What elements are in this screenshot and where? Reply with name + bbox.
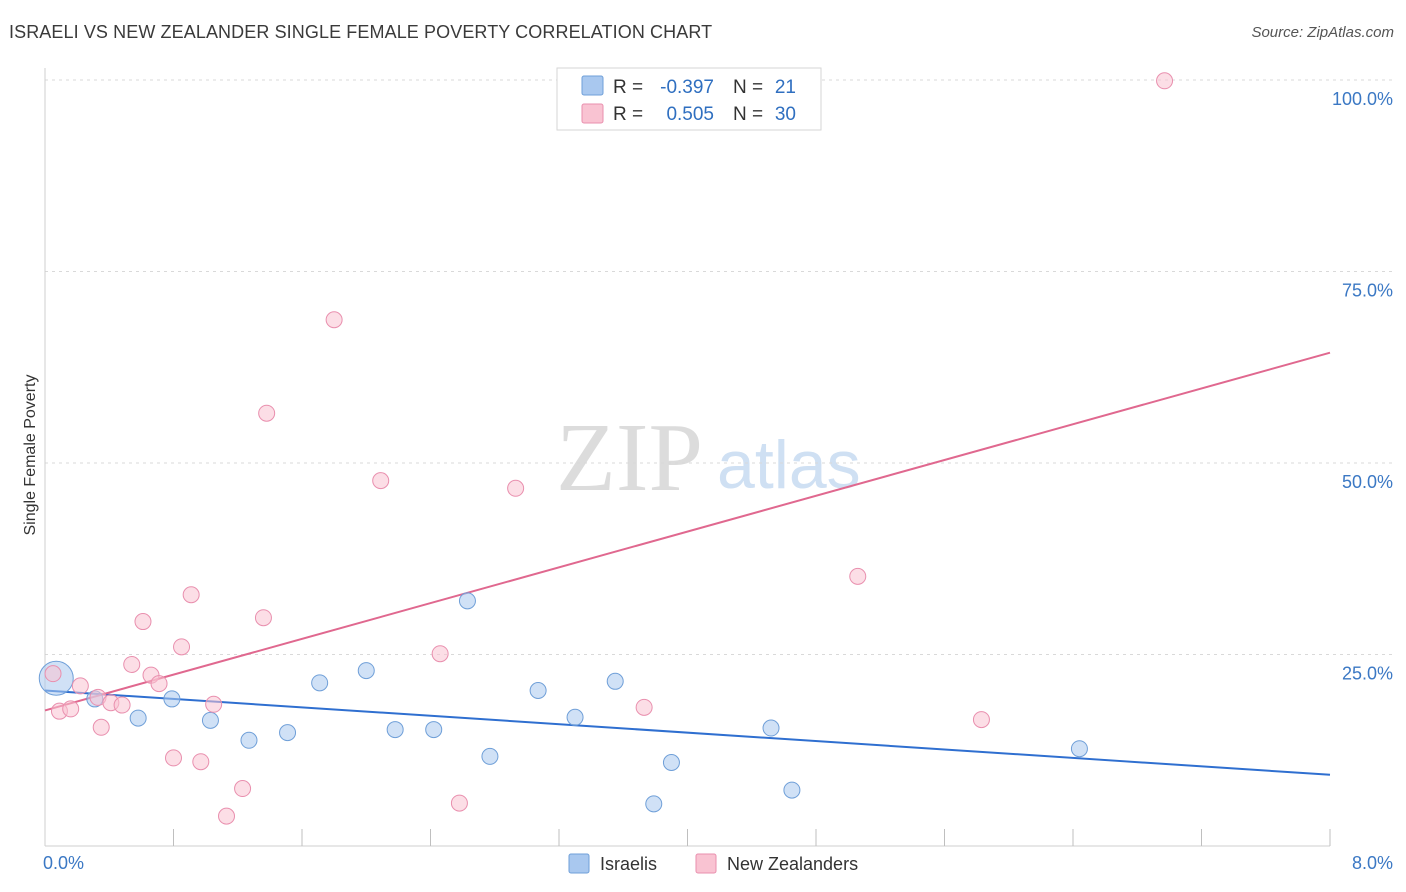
point-israelis	[201, 711, 219, 729]
point-new-zealanders	[234, 780, 252, 798]
series-legend-label-new-zealanders: New Zealanders	[727, 854, 858, 874]
point-israelis	[606, 672, 624, 690]
legend-n-label-israelis: N =	[733, 77, 763, 98]
point-new-zealanders	[62, 700, 80, 718]
legend-r-label-new-zealanders: R =	[613, 104, 643, 125]
trend-line-israelis	[44, 689, 1331, 776]
point-new-zealanders	[192, 753, 210, 771]
legend-n-value-new-zealanders: 30	[775, 104, 796, 125]
point-new-zealanders	[134, 613, 152, 631]
point-new-zealanders	[123, 655, 141, 673]
point-israelis	[1070, 740, 1088, 758]
point-israelis	[783, 781, 801, 799]
y-tick-label: 75.0%	[1342, 281, 1393, 301]
point-israelis	[357, 662, 375, 680]
legend-n-label-new-zealanders: N =	[733, 104, 763, 125]
point-israelis	[240, 731, 258, 749]
point-israelis	[481, 747, 499, 765]
point-new-zealanders	[258, 404, 276, 422]
legend-r-label-israelis: R =	[613, 77, 643, 98]
point-israelis	[566, 708, 584, 726]
trend-lines	[44, 351, 1331, 776]
x-tick-label: 0.0%	[43, 853, 84, 873]
point-new-zealanders	[849, 567, 867, 585]
point-new-zealanders	[182, 586, 200, 604]
point-new-zealanders	[205, 695, 223, 713]
point-new-zealanders	[450, 794, 468, 812]
legend-n-value-israelis: 21	[775, 77, 796, 98]
point-israelis	[279, 724, 297, 742]
point-new-zealanders	[254, 609, 272, 627]
point-israelis	[458, 592, 476, 610]
point-new-zealanders	[44, 665, 62, 683]
data-points	[38, 72, 1174, 825]
y-tick-label: 25.0%	[1342, 664, 1393, 684]
point-new-zealanders	[165, 749, 182, 767]
series-legend-swatch-new-zealanders	[695, 853, 717, 874]
correlation-legend: R = -0.397 N = 21 R = 0.505 N = 30	[556, 67, 822, 131]
point-israelis	[762, 719, 780, 737]
point-israelis	[163, 690, 181, 708]
point-new-zealanders	[92, 718, 110, 736]
point-israelis	[129, 709, 147, 727]
point-israelis	[425, 721, 443, 739]
y-tick-label: 50.0%	[1342, 472, 1393, 492]
legend-swatch-israelis	[581, 75, 604, 96]
point-new-zealanders	[218, 807, 236, 825]
trend-line-new-zealanders	[44, 351, 1331, 712]
point-israelis	[662, 754, 680, 772]
point-new-zealanders	[150, 675, 168, 693]
point-new-zealanders	[1156, 72, 1174, 90]
point-israelis	[645, 795, 663, 813]
point-new-zealanders	[431, 645, 449, 663]
point-new-zealanders	[372, 472, 390, 490]
source-credit: Source: ZipAtlas.com	[1251, 24, 1394, 41]
series-legend: Israelis New Zealanders	[568, 853, 858, 874]
tick-labels: 25.0% 50.0% 75.0% 100.0% 0.0% 8.0%	[43, 89, 1393, 873]
point-new-zealanders	[507, 479, 525, 497]
y-axis-label: Single Female Poverty	[22, 375, 39, 536]
point-new-zealanders	[113, 696, 131, 714]
point-israelis	[386, 721, 404, 739]
chart-title: ISRAELI VS NEW ZEALANDER SINGLE FEMALE P…	[9, 22, 713, 42]
grid-lines	[45, 79, 1392, 655]
watermark-zip: ZIP	[556, 404, 703, 512]
point-new-zealanders	[325, 311, 343, 329]
axes	[44, 68, 1331, 847]
point-new-zealanders	[173, 638, 191, 656]
point-new-zealanders	[972, 711, 990, 729]
watermark-atlas: atlas	[717, 427, 861, 503]
point-new-zealanders	[635, 698, 653, 716]
y-tick-label: 100.0%	[1332, 89, 1393, 109]
legend-swatch-new-zealanders	[581, 103, 604, 124]
series-legend-label-israelis: Israelis	[600, 854, 657, 874]
point-new-zealanders	[71, 677, 89, 695]
series-legend-swatch-israelis	[568, 853, 590, 874]
point-israelis	[529, 682, 547, 700]
legend-r-value-israelis: -0.397	[660, 77, 714, 98]
point-israelis	[311, 674, 329, 692]
legend-r-value-new-zealanders: 0.505	[666, 104, 714, 125]
x-tick-label: 8.0%	[1352, 853, 1393, 873]
